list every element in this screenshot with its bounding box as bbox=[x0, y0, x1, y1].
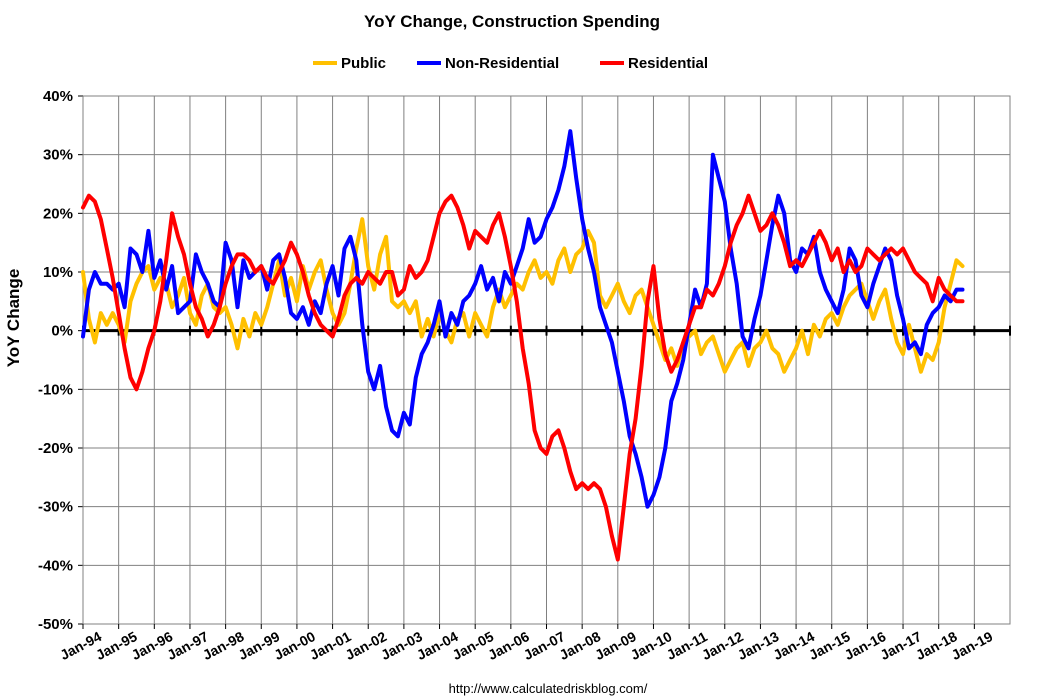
legend-label: Non-Residential bbox=[445, 55, 559, 72]
y-tick-label: 10% bbox=[43, 264, 73, 281]
y-tick-label: 20% bbox=[43, 205, 73, 222]
series-line-residential bbox=[81, 193, 965, 562]
legend: Public Non-Residential Residential bbox=[313, 55, 708, 72]
series-line-non-residential bbox=[81, 129, 965, 509]
legend-label: Public bbox=[341, 55, 386, 72]
y-tick-label: -30% bbox=[38, 499, 73, 516]
source-url: http://www.calculatedriskblog.com/ bbox=[449, 681, 648, 696]
y-tick-label: 0% bbox=[51, 323, 73, 340]
x-tick-label: Jan-19 bbox=[949, 628, 996, 663]
chart-title: YoY Change, Construction Spending bbox=[364, 12, 660, 31]
y-axis-label: YoY Change bbox=[4, 269, 23, 368]
plot-area: 40%30%20%10%0%-10%-20%-30%-40%-50%Jan-94… bbox=[38, 88, 1011, 663]
legend-label: Residential bbox=[628, 55, 708, 72]
y-tick-label: -10% bbox=[38, 381, 73, 398]
y-tick-label: -40% bbox=[38, 557, 73, 574]
y-tick-label: -20% bbox=[38, 440, 73, 457]
series-line-public bbox=[81, 217, 965, 374]
y-tick-label: -50% bbox=[38, 616, 73, 633]
y-tick-label: 40% bbox=[43, 88, 73, 105]
y-tick-label: 30% bbox=[43, 147, 73, 164]
